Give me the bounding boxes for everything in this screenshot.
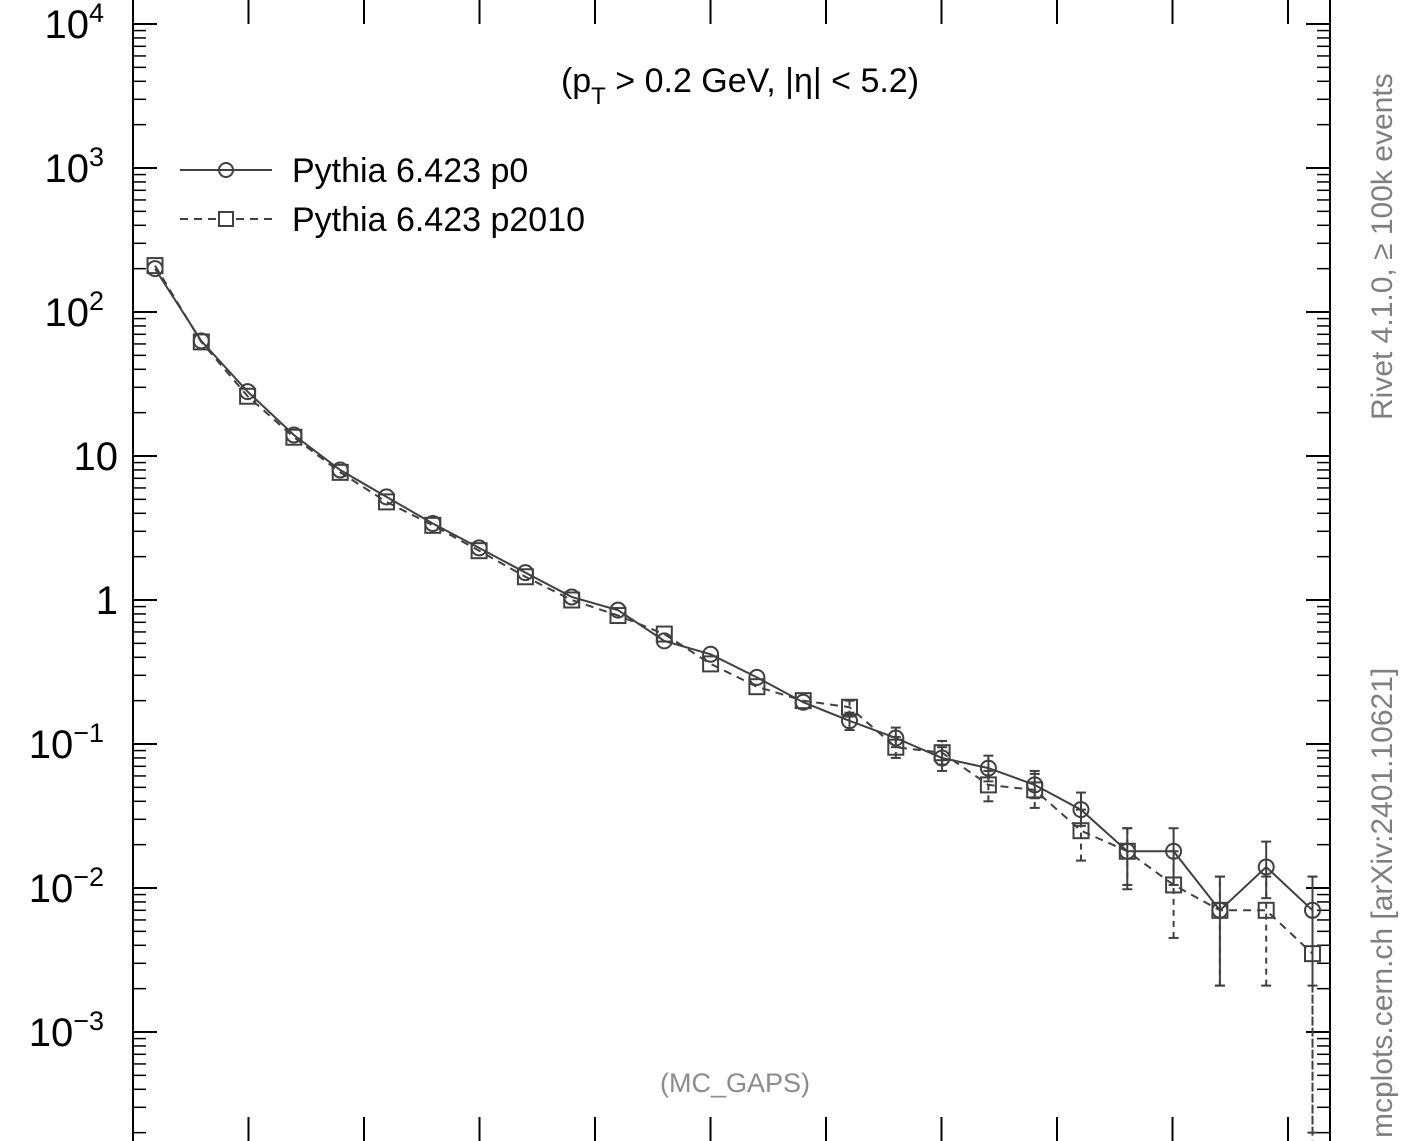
data-point — [609, 607, 627, 625]
y-tick-exponent: 2 — [89, 286, 104, 316]
data-point — [1211, 901, 1229, 919]
data-point — [470, 542, 488, 560]
y-tick-exponent: 3 — [89, 142, 104, 172]
cut-annotation-subscript: T — [591, 83, 606, 110]
series-line — [154, 268, 1314, 912]
y-tick-exponent: −2 — [73, 862, 104, 892]
legend-marker-p2010 — [218, 211, 234, 227]
cut-annotation-part-2: > 0.2 GeV, | — [606, 62, 794, 100]
cut-annotation-part-3: | < 5.2) — [813, 62, 919, 100]
data-point — [841, 698, 858, 716]
data-point — [655, 625, 673, 643]
y-tick-label: 10 — [74, 435, 119, 479]
y-tick-exponent: −1 — [73, 718, 104, 748]
data-point — [1026, 781, 1044, 799]
y-tick-label: 10−2 — [29, 862, 104, 911]
data-point — [794, 692, 812, 710]
data-point — [146, 257, 164, 275]
y-tick-base: 10 — [44, 147, 89, 191]
y-tick-label: 1 — [96, 579, 118, 623]
data-point — [424, 516, 442, 534]
cut-annotation-eta: η — [794, 62, 813, 100]
data-point — [1072, 822, 1090, 840]
y-tick-base: 10 — [29, 723, 74, 767]
data-point — [1118, 842, 1136, 860]
legend-marker-p0 — [218, 162, 234, 178]
y-tick-label: 10−3 — [29, 1006, 104, 1055]
y-tick-label: 104 — [44, 0, 104, 47]
y-tick-base: 10 — [44, 291, 89, 335]
series-p0 — [146, 260, 1321, 987]
data-point — [239, 387, 257, 405]
y-tick-base: 1 — [96, 579, 118, 623]
analysis-label: (MC_GAPS) — [660, 1068, 810, 1098]
y-tick-exponent: −3 — [73, 1006, 104, 1036]
legend-label-p2010: Pythia 6.423 p2010 — [292, 201, 585, 239]
y-tick-base: 10 — [44, 3, 89, 47]
side-label-bottom: mcplots.cern.ch [arXiv:2401.10621] — [1366, 668, 1399, 1138]
series-layer — [146, 257, 1321, 1141]
y-tick-base: 10 — [29, 867, 74, 911]
data-point — [1257, 858, 1275, 876]
data-point — [285, 428, 303, 446]
data-point — [331, 463, 349, 481]
data-point — [378, 493, 395, 511]
data-point — [1304, 945, 1321, 963]
y-tick-base: 10 — [29, 1011, 74, 1055]
x-axis — [132, 0, 1289, 1141]
data-point — [192, 333, 210, 351]
y-tick-label: 10−1 — [29, 718, 104, 767]
legend-label-p0: Pythia 6.423 p0 — [292, 152, 528, 190]
data-point — [563, 591, 581, 609]
data-point — [933, 744, 951, 762]
data-point — [748, 678, 766, 696]
data-point — [516, 568, 534, 586]
y-tick-exponent: 4 — [89, 0, 104, 28]
data-point — [702, 645, 720, 663]
series-p2010 — [146, 257, 1321, 1141]
data-point — [1072, 801, 1090, 819]
data-point — [887, 738, 905, 756]
data-point — [1257, 901, 1275, 919]
data-point — [748, 668, 766, 686]
cut-annotation-part-1: (p — [561, 62, 591, 100]
side-label-top: Rivet 4.1.0, ≥ 100k events — [1366, 73, 1399, 420]
y-tick-label: 103 — [44, 142, 104, 191]
data-point — [979, 776, 997, 794]
legend: Pythia 6.423 p0 Pythia 6.423 p2010 — [180, 152, 585, 239]
data-point — [702, 655, 720, 673]
data-point — [1165, 876, 1183, 894]
y-tick-base: 10 — [74, 435, 119, 479]
y-tick-label: 102 — [44, 286, 104, 335]
cut-annotation: (pT > 0.2 GeV, |η| < 5.2) — [561, 62, 919, 110]
